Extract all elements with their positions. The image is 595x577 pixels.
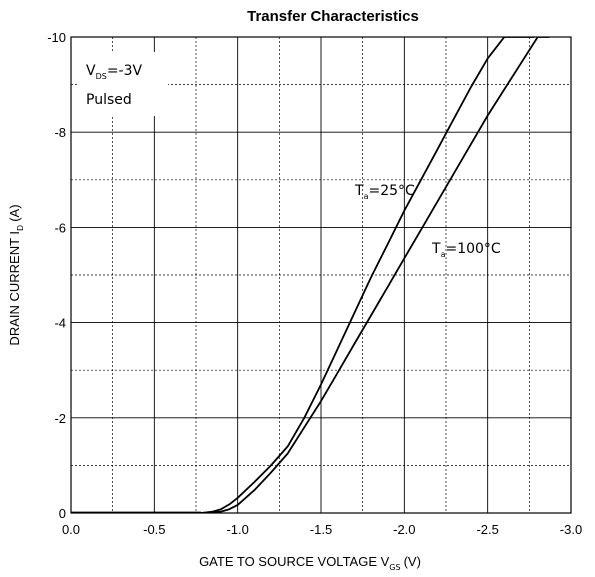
x-tick-label: -2.5 [476, 522, 498, 537]
condition-vds-main: V [86, 63, 96, 79]
y-tick-label: -6 [54, 220, 66, 235]
series-label-100c-main: T [431, 241, 441, 257]
y-axis-label-unit: (A) [7, 204, 22, 221]
y-axis-label: DRAIN CURRENT ID (A) [7, 204, 25, 345]
x-tick-label: -1.5 [310, 522, 332, 537]
x-tick-label: 0.0 [62, 522, 80, 537]
x-tick-label: -3.0 [560, 522, 582, 537]
series-label-100c-sub: a [441, 250, 446, 259]
x-tick-label: -0.5 [143, 522, 165, 537]
condition-vds-sub: DS [96, 72, 107, 81]
y-tick-label: -2 [54, 411, 66, 426]
y-axis-label-sub: D [16, 225, 25, 231]
curves [71, 37, 550, 514]
x-tick-label: -1.0 [226, 522, 248, 537]
x-axis-label-main: GATE TO SOURCE VOLTAGE V [199, 554, 390, 569]
series-label-25c-main: T [354, 183, 364, 199]
grid [71, 37, 571, 513]
y-tick-label: -8 [54, 125, 66, 140]
series-curve-25c [200, 37, 535, 513]
series-label-25c-rest: =25°C [368, 183, 415, 199]
series-curve-100c [204, 37, 550, 513]
series-label-100c: Ta=100°C [431, 241, 501, 259]
condition-vds-rest: =-3V [107, 63, 143, 79]
plot-frame [70, 36, 572, 514]
condition-pulsed: Pulsed [86, 92, 132, 108]
y-tick-label: -4 [54, 316, 66, 331]
x-axis-label-sub: GS [389, 563, 400, 572]
series-label-100c-rest: =100°C [445, 241, 500, 257]
legend-background [78, 52, 168, 116]
x-tick-label: -2.0 [393, 522, 415, 537]
ticks: 0.0 -0.5 -1.0 -1.5 -2.0 -2.5 -3.0 0 -2 -4 -6 -8 -10 [47, 30, 582, 537]
y-axis-label-main: DRAIN CURRENT I [7, 231, 22, 346]
y-tick-label: -10 [47, 30, 66, 45]
x-axis-label-unit: (V) [404, 554, 421, 569]
x-axis-label: GATE TO SOURCE VOLTAGE VGS (V) [199, 554, 421, 572]
series-label-25c-sub: a [364, 192, 369, 201]
chart-title: Transfer Characteristics [247, 8, 419, 25]
y-tick-label: 0 [59, 506, 66, 521]
condition-vds: VDS=-3V [86, 63, 143, 81]
series-label-25c: Ta=25°C [354, 183, 415, 201]
